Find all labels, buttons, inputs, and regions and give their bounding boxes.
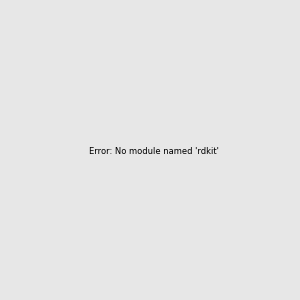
Text: Error: No module named 'rdkit': Error: No module named 'rdkit' xyxy=(89,147,219,156)
